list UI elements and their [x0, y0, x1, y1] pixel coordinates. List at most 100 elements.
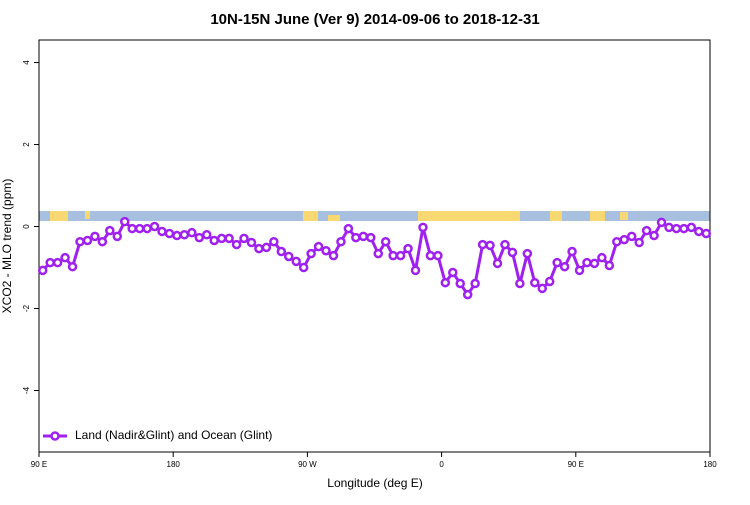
point [291, 256, 301, 267]
x-axis-label: Longitude (deg E) [327, 476, 422, 490]
point [60, 252, 70, 263]
x-tick-label: 90 W [298, 460, 317, 469]
point [209, 235, 219, 246]
point [515, 278, 525, 289]
y-tick-label: -4 [22, 386, 31, 394]
point [97, 236, 108, 247]
y-axis-label: XCO2 - MLO trend (ppm) [0, 179, 14, 314]
point [612, 236, 622, 247]
point [634, 237, 644, 248]
point [328, 250, 339, 261]
point [172, 230, 182, 241]
chart-title: 10N-15N June (Ver 9) 2014-09-06 to 2018-… [210, 11, 539, 28]
y-tick-label: -2 [22, 304, 31, 312]
point [67, 261, 78, 272]
x-tick-label: 180 [703, 460, 717, 469]
point [552, 257, 562, 268]
y-tick-label: 2 [22, 142, 31, 147]
point [589, 258, 600, 269]
land-ocean-strip [39, 211, 710, 221]
point [425, 250, 436, 261]
point [582, 257, 592, 268]
point [134, 223, 145, 234]
series-line [41, 219, 707, 298]
x-tick-label: 90 E [31, 460, 47, 469]
point [455, 278, 465, 289]
point [537, 283, 547, 294]
point [597, 252, 607, 263]
point [52, 257, 63, 268]
point [358, 231, 369, 242]
point [127, 223, 137, 234]
legend-marker [50, 431, 60, 441]
point [119, 216, 130, 227]
point [701, 228, 712, 239]
point [149, 221, 160, 232]
x-tick-label: 0 [439, 460, 444, 469]
point [656, 217, 667, 228]
point [626, 231, 637, 242]
point [418, 222, 428, 233]
point [194, 232, 205, 243]
point [321, 245, 331, 256]
point [351, 232, 361, 243]
point [298, 262, 309, 273]
point [45, 257, 55, 268]
legend-label: Land (Nadir&Glint) and Ocean (Glint) [75, 428, 272, 442]
point [604, 260, 615, 271]
point [530, 277, 540, 288]
x-tick-label: 180 [167, 460, 181, 469]
point [164, 228, 175, 239]
point [507, 247, 518, 258]
x-tick-label: 90 E [568, 460, 584, 469]
point [448, 267, 458, 278]
point [157, 226, 167, 237]
point [216, 233, 227, 244]
point [313, 241, 324, 252]
point [664, 222, 674, 233]
point [261, 242, 272, 253]
point [477, 239, 488, 250]
point [112, 231, 123, 242]
point [380, 236, 391, 247]
point [239, 233, 249, 244]
point [679, 223, 689, 234]
point [388, 250, 398, 261]
point [686, 222, 697, 233]
point [366, 232, 376, 243]
point [559, 261, 570, 272]
point [224, 233, 234, 244]
point [373, 248, 383, 259]
plot-frame [38, 39, 711, 453]
point [500, 239, 510, 250]
point [522, 248, 533, 259]
point [492, 258, 503, 269]
point [470, 278, 480, 289]
point [343, 223, 354, 234]
point [433, 250, 443, 261]
point [485, 240, 495, 251]
point [202, 229, 212, 240]
point [142, 223, 152, 234]
point [105, 225, 115, 236]
y-tick-label: 0 [22, 224, 31, 229]
point [544, 276, 555, 287]
point [284, 251, 294, 262]
point [395, 250, 406, 261]
point [187, 227, 197, 238]
point [567, 246, 577, 257]
point [462, 289, 473, 300]
point [694, 226, 704, 237]
point [403, 243, 413, 254]
y-tick-label: 4 [22, 60, 31, 65]
point [574, 265, 585, 276]
point [306, 248, 316, 259]
point [246, 237, 257, 248]
point [254, 243, 264, 254]
point [276, 246, 287, 257]
point [410, 265, 421, 276]
point [649, 230, 659, 241]
point [671, 223, 682, 234]
point [440, 277, 451, 288]
